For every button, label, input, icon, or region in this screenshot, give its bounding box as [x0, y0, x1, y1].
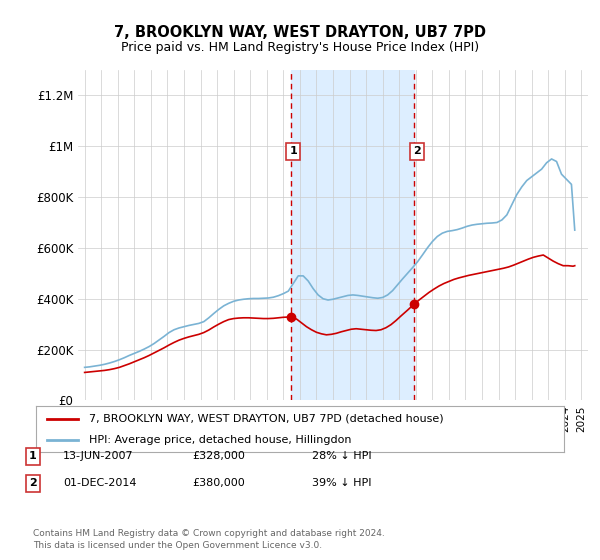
Text: Price paid vs. HM Land Registry's House Price Index (HPI): Price paid vs. HM Land Registry's House … — [121, 41, 479, 54]
Text: Contains HM Land Registry data © Crown copyright and database right 2024.
This d: Contains HM Land Registry data © Crown c… — [33, 529, 385, 550]
Text: 7, BROOKLYN WAY, WEST DRAYTON, UB7 7PD: 7, BROOKLYN WAY, WEST DRAYTON, UB7 7PD — [114, 25, 486, 40]
Text: 39% ↓ HPI: 39% ↓ HPI — [312, 478, 371, 488]
Text: 28% ↓ HPI: 28% ↓ HPI — [312, 451, 371, 461]
Text: 7, BROOKLYN WAY, WEST DRAYTON, UB7 7PD (detached house): 7, BROOKLYN WAY, WEST DRAYTON, UB7 7PD (… — [89, 414, 443, 424]
Text: 2: 2 — [413, 146, 421, 156]
Text: 1: 1 — [29, 451, 37, 461]
Text: 2: 2 — [29, 478, 37, 488]
Text: 13-JUN-2007: 13-JUN-2007 — [63, 451, 134, 461]
Text: 1: 1 — [289, 146, 297, 156]
Bar — [291, 70, 415, 400]
Text: £328,000: £328,000 — [192, 451, 245, 461]
Text: HPI: Average price, detached house, Hillingdon: HPI: Average price, detached house, Hill… — [89, 436, 352, 445]
Text: 01-DEC-2014: 01-DEC-2014 — [63, 478, 137, 488]
Text: £380,000: £380,000 — [192, 478, 245, 488]
